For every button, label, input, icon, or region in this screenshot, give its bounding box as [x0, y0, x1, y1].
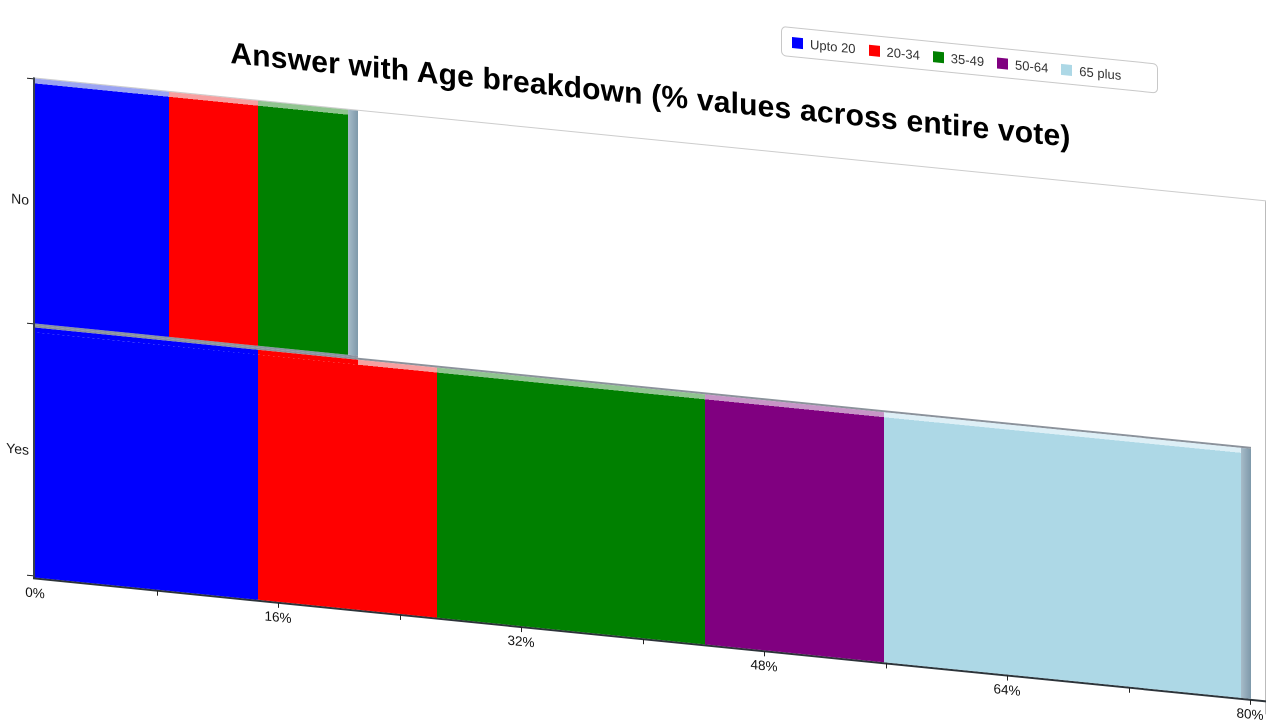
bar-segment — [168, 91, 259, 346]
bar-segment — [35, 327, 259, 600]
y-axis-tick — [27, 77, 33, 80]
x-axis-tick — [642, 639, 644, 645]
legend-item: 50-64 — [997, 55, 1048, 75]
legend-swatch — [997, 57, 1009, 70]
y-axis-tick — [27, 574, 33, 577]
bar-end-cap — [347, 109, 358, 356]
x-axis-tick — [885, 663, 887, 669]
legend: Upto 20 20-34 35-49 50-64 65 plus — [781, 25, 1158, 94]
legend-swatch — [868, 44, 880, 57]
legend-item-label: 65 plus — [1079, 63, 1122, 83]
bar-segment — [437, 367, 705, 645]
bar-end-cap — [1240, 447, 1251, 699]
category-label: No — [11, 190, 29, 208]
x-axis-tick — [1128, 687, 1130, 693]
x-axis-tick-label: 64% — [993, 681, 1021, 699]
legend-item: Upto 20 — [792, 35, 856, 56]
legend-item: 65 plus — [1061, 61, 1121, 82]
plot-frame-right — [1265, 201, 1266, 715]
bar-segment — [258, 100, 348, 355]
x-axis-tick — [399, 614, 401, 620]
bar-row — [35, 78, 358, 358]
legend-item-label: 35-49 — [950, 50, 985, 69]
x-axis-tick — [764, 651, 765, 657]
x-axis-tick-label: 32% — [507, 632, 535, 651]
legend-item-label: 20-34 — [886, 43, 920, 63]
x-axis-tick-label: 0% — [25, 584, 45, 602]
category-label: Yes — [6, 439, 29, 458]
x-axis-tick-label: 16% — [264, 608, 292, 627]
bar-segment — [35, 78, 169, 337]
legend-item-label: Upto 20 — [810, 36, 856, 56]
y-axis-tick — [27, 322, 33, 325]
x-axis-tick-label: 80% — [1236, 705, 1264, 720]
x-axis-tick — [156, 590, 158, 596]
legend-item: 35-49 — [932, 49, 985, 69]
x-axis-tick — [1250, 699, 1251, 705]
legend-item-label: 50-64 — [1015, 56, 1049, 76]
legend-swatch — [1061, 63, 1073, 76]
x-axis-tick — [1007, 675, 1008, 681]
legend-swatch — [792, 36, 803, 49]
x-axis-tick — [521, 627, 522, 633]
bar-segment — [704, 394, 884, 663]
legend-swatch — [932, 50, 944, 63]
x-axis-tick — [278, 602, 279, 608]
bar-segment — [883, 412, 1241, 698]
plot-area: No Yes 0% 16% 32% 48% 64% 80% — [6, 77, 1266, 720]
x-axis-tick-label: 48% — [750, 656, 778, 675]
bar-segment — [258, 349, 438, 618]
legend-item: 20-34 — [868, 42, 920, 63]
